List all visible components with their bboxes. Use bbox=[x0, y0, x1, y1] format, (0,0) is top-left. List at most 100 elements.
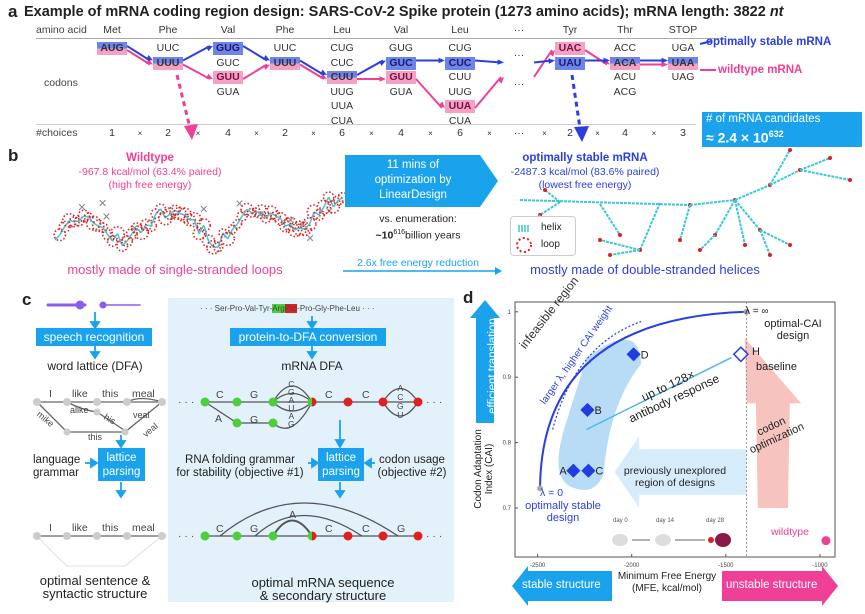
codon-uua: UUA bbox=[445, 100, 475, 113]
stack2-letter: U bbox=[397, 410, 404, 420]
times-sign: × bbox=[311, 129, 316, 138]
wildtype-point-label: wildtype bbox=[771, 526, 809, 538]
day-14-label: day 14 bbox=[656, 518, 675, 524]
stable-arrowhead bbox=[438, 57, 445, 64]
stable-structure-arrow bbox=[512, 566, 612, 606]
day-0-label: day 0 bbox=[613, 518, 628, 524]
rna-folding-label: RNA folding grammar for stability (object… bbox=[176, 454, 303, 480]
y-tick-label: 0.8 bbox=[503, 441, 512, 447]
times-sign: × bbox=[487, 129, 492, 138]
choices-count: 1 bbox=[109, 127, 115, 139]
blood-drop-icon bbox=[708, 537, 714, 543]
reduction-label: 2.6x free energy reduction bbox=[357, 257, 479, 269]
helix-branch bbox=[679, 204, 691, 241]
times-sign: × bbox=[195, 129, 201, 138]
amino-acid-phe: Phe bbox=[275, 24, 295, 36]
wt-loop bbox=[270, 210, 282, 222]
wt-backbone bbox=[102, 227, 109, 236]
candidates-base: ≈ 2.4 × 10 bbox=[706, 129, 769, 146]
amino-acid-met: Met bbox=[103, 24, 121, 36]
x-tick-label: -2000 bbox=[624, 563, 640, 569]
wt-backbone bbox=[294, 227, 301, 231]
loop-icon bbox=[516, 237, 532, 253]
dfa-ellipsis-right: · · · bbox=[426, 396, 443, 408]
helix-branch bbox=[544, 189, 561, 203]
word-like: like bbox=[72, 388, 88, 400]
panel-a-title: Example of mRNA coding region design: SA… bbox=[24, 4, 784, 20]
wt-loop bbox=[227, 224, 238, 235]
wildtype-path-segment bbox=[584, 49, 608, 66]
wt-loop bbox=[182, 213, 196, 227]
wt-backbone bbox=[323, 196, 330, 208]
wt-backbone bbox=[88, 216, 94, 224]
wt-backbone bbox=[69, 219, 75, 223]
hairpin-loop bbox=[788, 148, 792, 152]
wt-loop bbox=[297, 221, 312, 237]
faded-lattice bbox=[36, 535, 163, 567]
wt-loop bbox=[83, 212, 94, 223]
wt-backbone bbox=[332, 199, 339, 208]
row-label-codons: codons bbox=[44, 77, 78, 89]
stack1-letter: U bbox=[288, 403, 295, 413]
helix-branch bbox=[639, 202, 661, 251]
row-label-choices: #choices bbox=[36, 127, 78, 139]
wt-backbone bbox=[318, 206, 325, 216]
hairpin-loop bbox=[698, 248, 702, 252]
codon-guc: GUC bbox=[216, 56, 240, 69]
mouse-icon bbox=[655, 534, 671, 546]
wt-backbone bbox=[150, 213, 157, 227]
codon-uua: UUA bbox=[330, 100, 354, 112]
stack1-letter: G bbox=[288, 419, 295, 429]
x-tick-label: -1500 bbox=[718, 563, 734, 569]
wildtype-point bbox=[821, 536, 831, 546]
wt-loop bbox=[260, 212, 272, 224]
wt-loop bbox=[236, 210, 248, 222]
wt-loop bbox=[326, 200, 341, 214]
amino-acid-···: ··· bbox=[513, 24, 525, 36]
codon-cuc: CUC bbox=[445, 56, 475, 70]
codon-usage-label: codon usage (objective #2) bbox=[377, 454, 446, 480]
enum-unit: billion years bbox=[405, 229, 461, 242]
stable-arrowhead bbox=[206, 46, 213, 52]
amino-acid-leu: Leu bbox=[333, 24, 351, 36]
wt-backbone bbox=[174, 209, 181, 215]
times-sign: × bbox=[428, 129, 433, 138]
efficient-translation-label: efficient translation bbox=[487, 318, 499, 414]
protein-seq-prefix: · · · Ser-Pro-Val-Tyr- bbox=[200, 304, 273, 313]
protein-to-dfa-box: protein-to-DFA conversion bbox=[230, 328, 386, 346]
wt-backbone bbox=[193, 219, 200, 234]
wt-backbone bbox=[164, 213, 171, 219]
optimization-arrow-text: 11 mins of optimization by LinearDesign bbox=[375, 158, 452, 203]
protein-sequence: · · · Ser-Pro-Val-Tyr-ArgPro-Pro-Gly-Phe… bbox=[200, 304, 375, 313]
wt-loop bbox=[220, 231, 236, 247]
unexplored-line-2: region of designs bbox=[635, 477, 715, 489]
wt-loop bbox=[172, 206, 187, 221]
wt-loop bbox=[169, 204, 181, 217]
codon-gua: GUA bbox=[216, 85, 240, 98]
struct-letter-c2: C bbox=[325, 523, 333, 535]
codon-cuu: CUU bbox=[327, 71, 357, 84]
pareto-curve bbox=[539, 310, 747, 489]
wt-marker: ✕ bbox=[306, 233, 315, 245]
wt-backbone bbox=[93, 222, 99, 227]
dfa-letter-c1: C bbox=[216, 389, 224, 401]
lattice-parsing-line-2: parsing bbox=[322, 466, 360, 478]
efficient-translation-arrow bbox=[470, 300, 500, 423]
design-point-d bbox=[626, 347, 641, 362]
design-point-label: D bbox=[641, 349, 649, 361]
wt-backbone bbox=[289, 223, 296, 231]
hairpin-loop bbox=[788, 243, 792, 247]
optimal-mrna-line-1: optimal mRNA sequence bbox=[251, 575, 395, 590]
wt-loop bbox=[316, 199, 332, 215]
optimal-caption: mostly made of double-stranded helices bbox=[530, 262, 760, 277]
codon-uuu: UUU bbox=[270, 56, 300, 70]
optimal-title: optimally stable mRNA bbox=[522, 152, 648, 164]
helix-branch bbox=[759, 229, 791, 246]
stack1-letter: G bbox=[288, 387, 295, 397]
design-point-b bbox=[580, 402, 595, 417]
wildtype-path-segment bbox=[299, 63, 325, 80]
stable-arrowhead bbox=[497, 59, 504, 65]
